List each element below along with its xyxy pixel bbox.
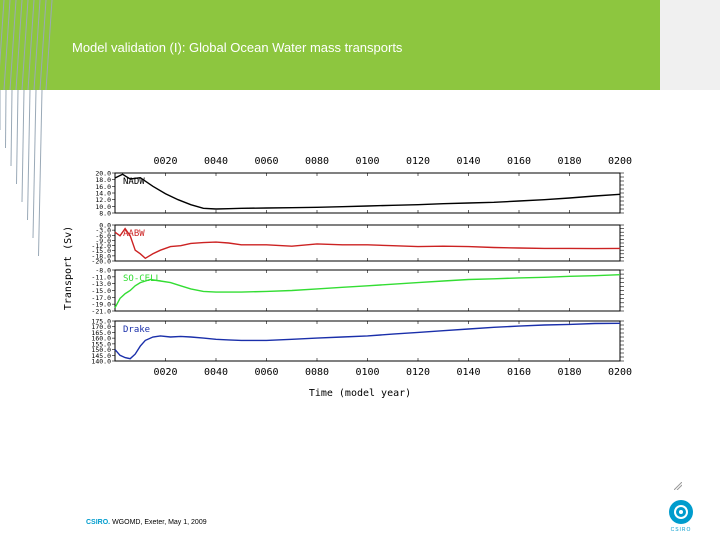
panel-label: SO-CELL [123,274,161,284]
y-tick-label: -8.0 [95,267,111,275]
top-tick-label: 0100 [355,156,379,167]
bottom-tick-label: 0020 [153,367,177,378]
y-tick-label: 170.0 [91,323,111,331]
y-tick-label: 175.0 [91,318,111,326]
transport-chart: 0020 0040 0060 0080 0100 0120 0140 0160 0180 0200… [55,150,655,410]
y-tick-label: -19.0 [91,301,111,309]
deco-line [39,0,47,90]
y-tick-label: 10.0 [95,203,111,211]
top-tick-label: 0120 [406,156,430,167]
y-tick-label: 0.0 [99,222,111,230]
top-tick-label: 0040 [204,156,228,167]
corner-mark-icon [674,482,682,490]
footer-org: CSIRO. [86,519,111,526]
footer-text: WGOMD, Exeter, May 1, 2009 [112,519,207,526]
panel-label: NADW [123,177,145,187]
y-tick-label: 20.0 [95,170,111,178]
slide-title: Model validation (I): Global Ocean Water… [72,40,403,55]
deco-line [10,90,13,167]
csiro-logo: CSIRO [667,499,695,535]
deco-line [9,0,17,90]
deco-line [15,0,23,90]
y-tick-label: -18.0 [91,252,111,260]
bottom-tick-label: 0160 [507,367,531,378]
y-tick-label: -3.0 [95,227,111,235]
y-tick-label: 140.0 [91,358,111,366]
deco-line [3,0,11,90]
deco-line [5,90,7,149]
y-tick-label: -15.0 [91,247,111,255]
y-tick-label: 165.0 [91,329,111,337]
deco-line [16,90,19,185]
series-line-nadw [114,173,621,210]
bottom-tick-label: 0140 [456,367,480,378]
top-tick-label: 0180 [557,156,581,167]
y-tick-label: 16.0 [95,183,111,191]
bottom-tick-label: 0180 [557,367,581,378]
header-right-panel [660,0,720,90]
deco-line [27,90,31,221]
deco-line [32,90,37,239]
deco-line [21,90,25,203]
y-tick-label: 8.0 [99,210,111,218]
y-tick-label: 14.0 [95,190,111,198]
y-tick-label: -15.0 [91,287,111,295]
bottom-tick-label: 0060 [254,367,278,378]
x-axis-label: Time (model year) [309,388,411,399]
panel-label: AABW [123,229,145,239]
y-tick-label: 18.0 [95,176,111,184]
top-tick-label: 0080 [305,156,329,167]
y-tick-label: -21.0 [91,308,111,316]
deco-line [45,0,53,90]
y-tick-label: -13.0 [91,280,111,288]
header-bar: Model validation (I): Global Ocean Water… [0,0,720,90]
y-tick-label: -12.0 [91,242,111,250]
y-tick-label: -20.0 [91,258,111,266]
y-tick-label: 150.0 [91,346,111,354]
footer: CSIRO. WGOMD, Exeter, May 1, 2009 [86,519,207,526]
y-tick-label: -9.0 [95,237,111,245]
y-axis-label: Transport (Sv) [63,226,74,310]
y-tick-label: -17.0 [91,294,111,302]
chart-svg: 0020 0040 0060 0080 0100 0120 0140 0160 0180 0200… [63,156,632,399]
series-line-drake [114,322,621,360]
decorative-lines [0,0,53,90]
bottom-tick-label: 0080 [305,367,329,378]
bottom-tick-label: 0200 [608,367,632,378]
series-line-so-cell [114,274,621,309]
top-tick-label: 0140 [456,156,480,167]
left-decorative-lines [0,90,43,257]
bottom-tick-label: 0100 [355,367,379,378]
panel-frame [114,172,621,214]
panel-label: Drake [123,325,150,335]
y-tick-label: 12.0 [95,196,111,204]
y-tick-label: 145.0 [91,352,111,360]
top-tick-label: 0200 [608,156,632,167]
y-tick-label: 155.0 [91,340,111,348]
bottom-tick-label: 0040 [204,367,228,378]
panel-frame [114,269,621,312]
y-tick-label: 160.0 [91,335,111,343]
top-tick-label: 0160 [507,156,531,167]
csiro-logo-icon [669,500,693,524]
y-tick-label: -6.0 [95,232,111,240]
series-line-aabw [114,227,621,260]
top-tick-label: 0060 [254,156,278,167]
logo-text: CSIRO [670,527,692,533]
y-tick-label: -11.0 [91,273,111,281]
top-tick-label: 0020 [153,156,177,167]
bottom-tick-label: 0120 [406,367,430,378]
deco-line [38,90,43,257]
deco-line [0,0,5,68]
deco-line [33,0,41,90]
deco-line [21,0,29,90]
deco-line [27,0,35,90]
panel-frame [114,320,621,362]
